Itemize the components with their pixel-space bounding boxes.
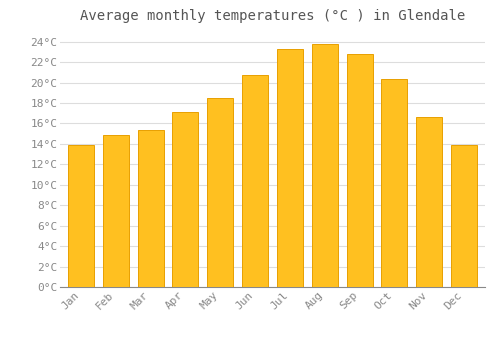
Bar [312, 44, 338, 287]
Bar [242, 76, 268, 287]
Bar [102, 135, 129, 287]
Bar [138, 130, 164, 287]
Bar [451, 145, 477, 287]
Title: Average monthly temperatures (°C ) in Glendale: Average monthly temperatures (°C ) in Gl… [80, 9, 465, 23]
Bar [382, 78, 407, 287]
Bar [277, 49, 303, 287]
Bar [172, 112, 199, 287]
Bar [207, 98, 234, 287]
Bar [346, 54, 372, 287]
Bar [68, 145, 94, 287]
Bar [416, 117, 442, 287]
